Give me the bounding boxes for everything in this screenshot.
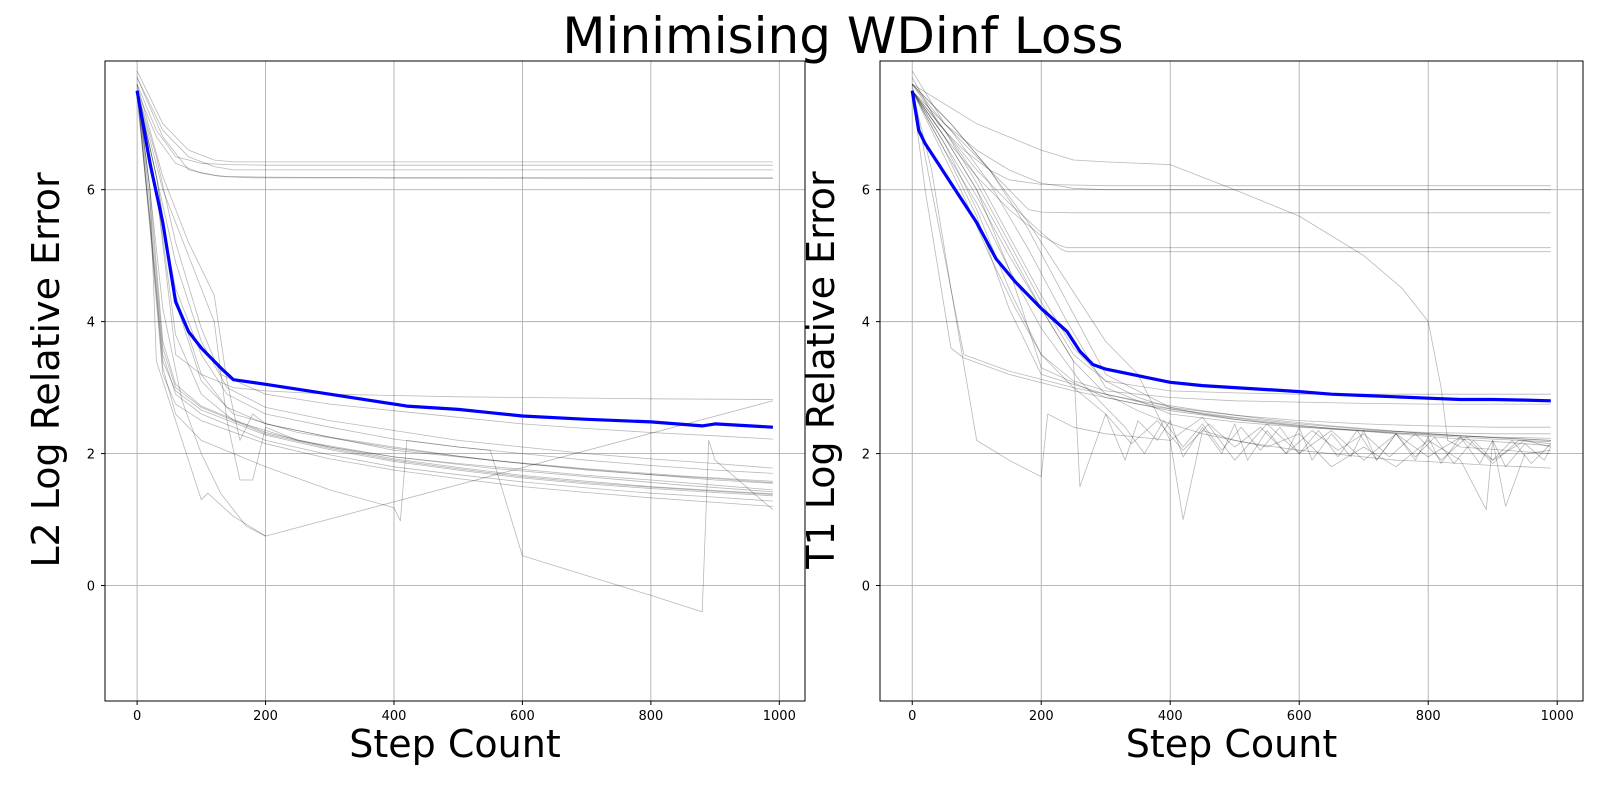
run-series-line	[911, 83, 1551, 191]
series-group	[135, 70, 774, 613]
run-series-line	[136, 90, 774, 613]
run-series-line	[136, 90, 266, 537]
y-tick-label: 6	[862, 184, 870, 199]
run-series-line	[911, 83, 1551, 461]
x-tick-label: 800	[1416, 709, 1441, 724]
run-series-line	[136, 90, 773, 491]
run-series-line	[911, 83, 1551, 253]
x-tick-label: 200	[253, 709, 278, 724]
plot-frame	[104, 60, 806, 702]
run-series-line	[911, 90, 1551, 395]
x-tick-label: 600	[1287, 709, 1312, 724]
run-series-line	[136, 90, 773, 440]
run-series-line	[911, 90, 1551, 249]
run-series-line	[911, 90, 1551, 435]
run-series-line	[136, 90, 773, 474]
y-axis-label: L2 Log Relative Error	[24, 172, 68, 568]
run-series-line	[136, 90, 774, 537]
right-plot-panel: 0 200 400 600 800 1000 0 2 4 6 Step Count T1 Log Re…	[799, 60, 1584, 766]
run-series-line	[136, 70, 773, 163]
run-series-line	[136, 90, 773, 493]
run-series-line	[136, 83, 773, 484]
run-series-line	[911, 90, 1551, 439]
y-tick-label: 2	[87, 448, 95, 463]
run-series-line	[136, 84, 773, 495]
y-tick-label: 4	[87, 316, 95, 331]
run-series-line	[911, 77, 1551, 187]
x-tick-label: 200	[1029, 709, 1054, 724]
run-series-line	[136, 90, 773, 495]
run-series-line	[136, 90, 773, 502]
series-group	[910, 70, 1552, 520]
y-tick-label: 2	[862, 448, 870, 463]
run-series-line	[911, 90, 1551, 405]
run-series-line	[911, 90, 1551, 520]
x-tick-label: 400	[1158, 709, 1183, 724]
run-series-line	[136, 83, 773, 166]
x-tick-label: 800	[638, 709, 663, 724]
run-series-line	[136, 97, 773, 497]
y-tick-label: 0	[87, 580, 95, 595]
plot-frame	[879, 60, 1584, 702]
run-series-line	[911, 90, 1551, 443]
x-tick-label: 0	[908, 709, 916, 724]
y-tick-label: 6	[87, 184, 95, 199]
x-axis-label: Step Count	[349, 722, 560, 766]
x-axis-label: Step Count	[1126, 722, 1337, 766]
run-series-line	[136, 77, 773, 179]
x-tick-label: 1000	[1541, 709, 1574, 724]
run-series-line	[911, 90, 1551, 464]
run-series-line	[136, 90, 773, 507]
y-axis-label: T1 Log Relative Error	[799, 171, 843, 570]
x-tick-label: 0	[133, 709, 141, 724]
run-series-line	[911, 90, 1551, 469]
run-series-line	[911, 90, 1551, 447]
left-plot-panel: 0 200 400 600 800 1000 0 2 4 6 Step Count L2 Log Re…	[24, 60, 806, 766]
x-tick-label: 400	[382, 709, 407, 724]
run-series-line	[911, 83, 1551, 428]
run-series-line	[136, 90, 773, 469]
run-series-line	[911, 90, 1551, 441]
x-tick-label: 600	[510, 709, 535, 724]
mean-series-line	[135, 90, 773, 429]
run-series-line	[911, 70, 1551, 214]
x-tick-label: 1000	[763, 709, 796, 724]
run-series-line	[911, 90, 1552, 488]
run-series-line	[911, 90, 1552, 464]
run-series-line	[136, 90, 773, 179]
y-tick-label: 0	[862, 580, 870, 595]
chart-title: Minimising WDinf Loss	[562, 7, 1124, 65]
run-series-line	[136, 90, 773, 400]
run-series-line	[136, 77, 773, 171]
y-tick-label: 4	[862, 316, 870, 331]
mean-series-line	[910, 90, 1551, 403]
run-series-line	[911, 84, 1551, 441]
run-series-line	[911, 83, 1551, 454]
